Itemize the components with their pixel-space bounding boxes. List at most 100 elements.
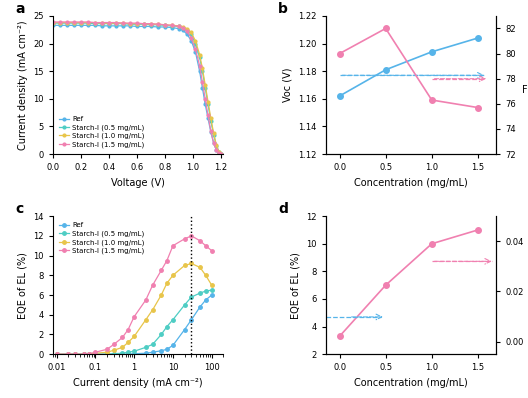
Starch-I (0.5 mg/mL) — [56, 21, 63, 25]
Ref — [213, 147, 220, 152]
Starch-I (1.0 mg/mL) — [202, 82, 209, 87]
Starch-I (0.5 mg/mL) — [92, 352, 99, 357]
Text: c: c — [15, 202, 24, 217]
Ref — [53, 352, 60, 357]
Starch-I (1.0 mg/mL) — [112, 21, 119, 25]
Starch-I (0.5 mg/mL) — [140, 22, 147, 27]
Starch-I (1.0 mg/mL) — [53, 352, 60, 357]
Starch-I (1.0 mg/mL) — [216, 150, 222, 155]
Starch-I (0.5 mg/mL) — [50, 21, 56, 25]
Ref — [80, 352, 87, 357]
Starch-I (1.5 mg/mL) — [72, 352, 78, 357]
Ref — [188, 317, 195, 322]
Starch-I (1.0 mg/mL) — [119, 21, 126, 25]
Line: Starch-I (1.5 mg/mL): Starch-I (1.5 mg/mL) — [51, 21, 222, 155]
Starch-I (1.5 mg/mL) — [78, 20, 84, 24]
Ref — [86, 352, 92, 357]
Starch-I (1.5 mg/mL) — [196, 63, 203, 68]
Y-axis label: Voc (V): Voc (V) — [282, 68, 293, 102]
Starch-I (1.0 mg/mL) — [119, 345, 126, 350]
Starch-I (0.5 mg/mL) — [211, 132, 217, 137]
Starch-I (1.5 mg/mL) — [84, 20, 91, 24]
Ref — [112, 23, 119, 28]
Starch-I (1.0 mg/mL) — [91, 20, 98, 25]
Starch-I (0.5 mg/mL) — [202, 85, 209, 90]
Starch-I (0.5 mg/mL) — [91, 21, 98, 26]
Starch-I (1.0 mg/mL) — [192, 38, 199, 43]
Ref — [131, 351, 137, 356]
Line: Starch-I (1.0 mg/mL): Starch-I (1.0 mg/mL) — [51, 21, 222, 155]
Starch-I (1.0 mg/mL) — [56, 20, 63, 25]
Ref — [149, 350, 156, 355]
Starch-I (1.0 mg/mL) — [86, 351, 92, 356]
Starch-I (0.5 mg/mL) — [72, 352, 78, 357]
Starch-I (1.5 mg/mL) — [158, 268, 164, 273]
Starch-I (0.5 mg/mL) — [86, 352, 92, 357]
Starch-I (1.0 mg/mL) — [188, 261, 195, 266]
Line: Ref: Ref — [51, 24, 222, 155]
Ref — [143, 351, 149, 356]
Ref — [125, 352, 131, 357]
Starch-I (0.5 mg/mL) — [205, 102, 211, 107]
Starch-I (1.5 mg/mL) — [192, 47, 199, 51]
Ref — [72, 352, 78, 357]
Starch-I (1.5 mg/mL) — [86, 351, 92, 356]
Starch-I (0.5 mg/mL) — [209, 288, 215, 293]
Starch-I (1.0 mg/mL) — [175, 23, 182, 28]
Ref — [104, 352, 110, 357]
Starch-I (1.0 mg/mL) — [182, 263, 188, 268]
Starch-I (0.5 mg/mL) — [65, 352, 71, 357]
Starch-I (0.5 mg/mL) — [175, 24, 182, 29]
Y-axis label: Current density (mA cm⁻²): Current density (mA cm⁻²) — [18, 20, 27, 150]
Ref — [158, 348, 164, 353]
Ref — [147, 24, 154, 29]
Starch-I (0.5 mg/mL) — [184, 27, 190, 32]
Starch-I (1.0 mg/mL) — [147, 22, 154, 27]
Ref — [134, 24, 140, 29]
Starch-I (0.5 mg/mL) — [197, 291, 203, 295]
Starch-I (0.5 mg/mL) — [131, 349, 137, 354]
Starch-I (1.0 mg/mL) — [131, 334, 137, 339]
Starch-I (0.5 mg/mL) — [80, 352, 87, 357]
Ref — [184, 32, 190, 37]
Ref — [78, 23, 84, 28]
Starch-I (1.0 mg/mL) — [125, 340, 131, 345]
Line: Starch-I (0.5 mg/mL): Starch-I (0.5 mg/mL) — [55, 289, 213, 356]
Ref — [216, 150, 222, 155]
Starch-I (0.5 mg/mL) — [188, 295, 195, 299]
Starch-I (0.5 mg/mL) — [216, 150, 222, 155]
Starch-I (1.0 mg/mL) — [211, 131, 217, 135]
Starch-I (1.0 mg/mL) — [127, 21, 133, 26]
Starch-I (1.5 mg/mL) — [127, 21, 133, 25]
Starch-I (1.5 mg/mL) — [104, 347, 110, 352]
Starch-I (1.5 mg/mL) — [182, 236, 188, 241]
Starch-I (1.0 mg/mL) — [50, 20, 56, 25]
Starch-I (0.5 mg/mL) — [119, 351, 126, 356]
Starch-I (1.5 mg/mL) — [53, 352, 60, 357]
Starch-I (1.0 mg/mL) — [143, 317, 149, 322]
Starch-I (1.5 mg/mL) — [63, 20, 70, 24]
Starch-I (1.0 mg/mL) — [170, 273, 176, 278]
Starch-I (1.5 mg/mL) — [65, 352, 71, 357]
Starch-I (1.5 mg/mL) — [134, 21, 140, 25]
Starch-I (0.5 mg/mL) — [196, 55, 203, 60]
Ref — [199, 85, 205, 90]
Starch-I (0.5 mg/mL) — [203, 289, 209, 293]
Ref — [119, 23, 126, 28]
Starch-I (0.5 mg/mL) — [192, 41, 199, 46]
Starch-I (1.5 mg/mL) — [140, 21, 147, 26]
Starch-I (0.5 mg/mL) — [155, 22, 161, 27]
Ref — [175, 26, 182, 31]
Starch-I (1.5 mg/mL) — [92, 350, 99, 355]
Starch-I (0.5 mg/mL) — [208, 119, 214, 123]
Ref — [56, 23, 63, 28]
Starch-I (1.0 mg/mL) — [180, 25, 186, 29]
Starch-I (1.5 mg/mL) — [202, 96, 209, 101]
Starch-I (0.5 mg/mL) — [99, 21, 105, 26]
Starch-I (1.5 mg/mL) — [99, 20, 105, 25]
Starch-I (1.5 mg/mL) — [168, 23, 175, 28]
Starch-I (1.0 mg/mL) — [111, 348, 117, 353]
Starch-I (1.0 mg/mL) — [72, 352, 78, 357]
Starch-I (1.5 mg/mL) — [91, 20, 98, 25]
Starch-I (1.5 mg/mL) — [56, 20, 63, 24]
